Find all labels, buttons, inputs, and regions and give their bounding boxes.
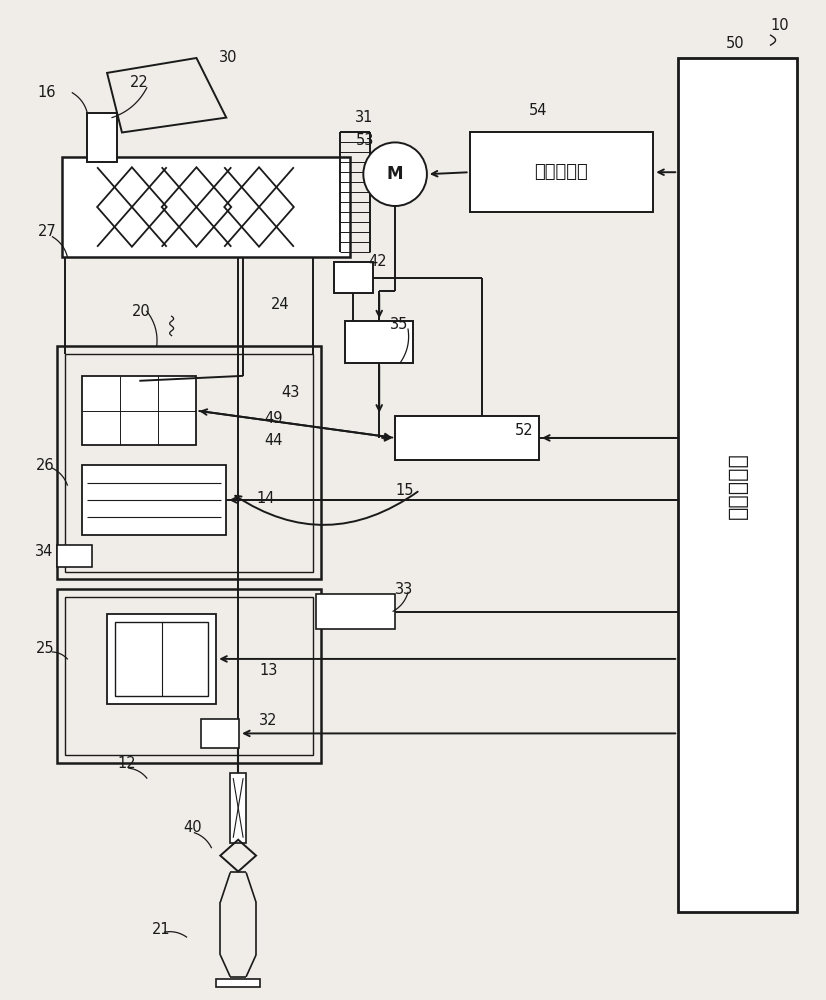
Text: 14: 14	[256, 491, 274, 506]
Text: 32: 32	[259, 713, 278, 728]
Bar	[202, 719, 240, 748]
Bar	[58, 589, 320, 763]
Text: 24: 24	[271, 297, 290, 312]
Text: 40: 40	[183, 820, 202, 835]
Text: 13: 13	[259, 663, 278, 678]
Text: 30: 30	[220, 50, 238, 65]
Bar	[334, 262, 373, 293]
Bar	[678, 58, 797, 912]
Text: 34: 34	[35, 544, 53, 559]
Bar	[63, 157, 350, 257]
Text: 33: 33	[395, 582, 413, 597]
Bar	[83, 376, 197, 445]
Text: 49: 49	[264, 411, 282, 426]
Bar	[83, 465, 226, 535]
Text: 31: 31	[355, 110, 374, 125]
Bar	[107, 614, 216, 704]
Text: 单元控制部: 单元控制部	[728, 452, 748, 519]
Text: 50: 50	[726, 36, 744, 51]
Bar	[65, 354, 313, 572]
Text: 20: 20	[132, 304, 150, 319]
Text: 43: 43	[281, 385, 299, 400]
Text: 16: 16	[37, 85, 56, 100]
Text: 电机控制部: 电机控制部	[534, 163, 588, 181]
Bar	[58, 545, 93, 567]
Bar	[345, 321, 413, 363]
Text: 44: 44	[264, 433, 282, 448]
Bar	[216, 979, 260, 987]
Bar	[395, 416, 539, 460]
Bar	[115, 622, 208, 696]
Text: 27: 27	[37, 224, 56, 239]
Bar	[230, 773, 246, 843]
Bar	[65, 597, 313, 755]
Bar	[58, 346, 320, 579]
Text: 35: 35	[390, 317, 409, 332]
Bar	[88, 113, 117, 162]
Text: 22: 22	[130, 75, 149, 90]
Text: 25: 25	[36, 641, 55, 656]
Text: 26: 26	[36, 458, 55, 473]
Text: 54: 54	[529, 103, 548, 118]
Text: 10: 10	[771, 18, 789, 33]
Text: 15: 15	[395, 483, 414, 498]
Text: 42: 42	[368, 254, 387, 269]
Text: 53: 53	[355, 133, 374, 148]
Text: 21: 21	[152, 922, 170, 937]
Circle shape	[363, 142, 427, 206]
Text: 12: 12	[117, 756, 135, 771]
Text: 52: 52	[515, 423, 533, 438]
Bar	[316, 594, 395, 629]
Text: M: M	[387, 165, 403, 183]
Bar	[470, 132, 653, 212]
